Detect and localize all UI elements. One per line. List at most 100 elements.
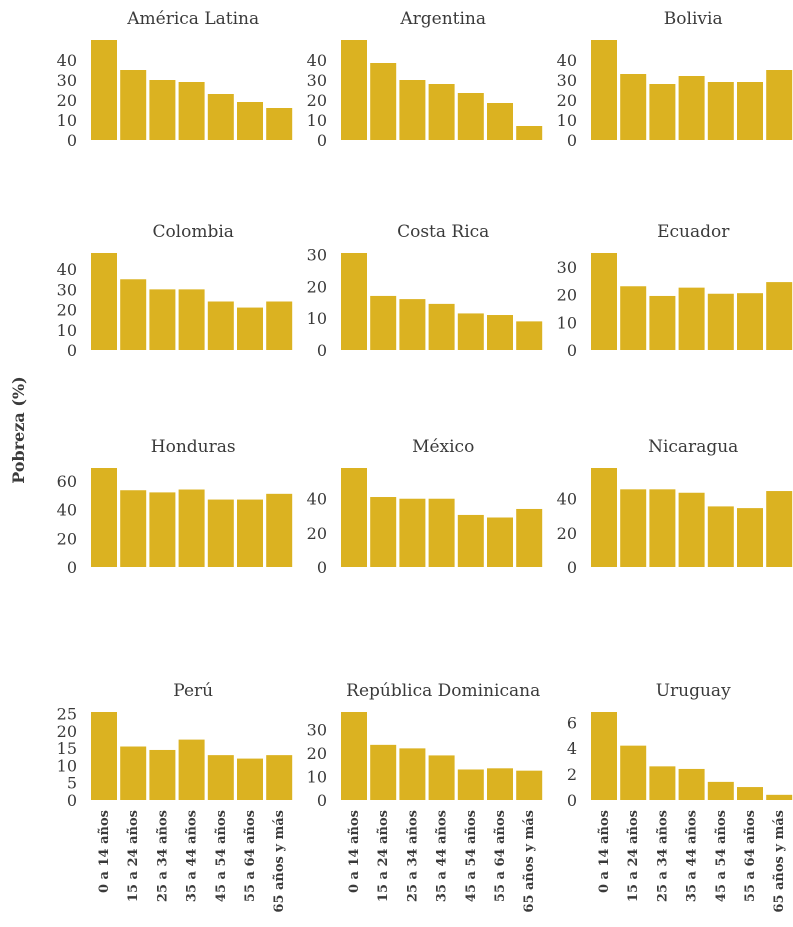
panel-title: República Dominicana (346, 681, 540, 701)
y-tick-label: 0 (317, 131, 327, 150)
panel-title: América Latina (126, 9, 259, 29)
bar (266, 494, 292, 567)
y-tick-label: 10 (307, 309, 327, 328)
bar (237, 308, 263, 350)
bar (649, 296, 675, 350)
bar (370, 745, 396, 800)
bar (679, 76, 705, 140)
bar (766, 491, 792, 567)
x-tick-label: 35 a 44 años (685, 810, 700, 902)
bar (487, 315, 513, 350)
y-tick-label: 10 (557, 111, 577, 130)
bar (91, 468, 117, 567)
bar (766, 795, 792, 800)
bar (237, 102, 263, 140)
y-tick-label: 15 (57, 739, 77, 758)
bar (179, 740, 205, 800)
y-tick-label: 10 (307, 111, 327, 130)
y-tick-label: 0 (67, 131, 77, 150)
x-tick-label: 45 a 54 años (714, 810, 729, 902)
bar (737, 82, 763, 140)
bar (91, 253, 117, 350)
bar (679, 769, 705, 800)
bar (341, 468, 367, 567)
x-tick-label: 55 a 64 años (743, 810, 758, 902)
bar (487, 103, 513, 140)
bar (737, 787, 763, 800)
bar (149, 492, 175, 567)
bar (458, 313, 484, 350)
y-tick-label: 20 (307, 524, 327, 543)
y-tick-label: 0 (567, 341, 577, 360)
panel-title: Ecuador (657, 222, 730, 242)
x-tick-label: 25 a 34 años (155, 810, 170, 902)
y-tick-label: 4 (567, 739, 577, 758)
y-tick-label: 0 (67, 791, 77, 810)
bar (179, 490, 205, 567)
bar (179, 82, 205, 140)
bar (591, 40, 617, 140)
y-tick-label: 0 (67, 558, 77, 577)
bar (591, 253, 617, 350)
bar (149, 289, 175, 350)
bar (149, 750, 175, 800)
bar (208, 94, 234, 140)
y-axis-label: Pobreza (%) (9, 376, 28, 483)
x-tick-label: 15 a 24 años (626, 810, 641, 902)
bar (620, 74, 646, 140)
y-tick-label: 20 (307, 91, 327, 110)
bar (487, 768, 513, 800)
bar (458, 515, 484, 567)
bar (649, 766, 675, 800)
bar (120, 747, 146, 800)
y-tick-label: 30 (557, 71, 577, 90)
y-tick-label: 10 (57, 321, 77, 340)
bar (516, 509, 542, 567)
bar (429, 84, 455, 140)
bar (516, 126, 542, 140)
bar (708, 506, 734, 567)
y-tick-label: 40 (57, 260, 77, 279)
bar (341, 40, 367, 140)
bar (91, 712, 117, 800)
y-tick-label: 0 (317, 341, 327, 360)
x-tick-label: 65 años y más (772, 810, 787, 913)
panel-title: Costa Rica (397, 222, 489, 242)
bar (737, 293, 763, 350)
bar (266, 302, 292, 351)
bar (370, 497, 396, 567)
bar (399, 499, 425, 567)
bar (341, 253, 367, 350)
y-tick-label: 20 (307, 277, 327, 296)
bar (708, 82, 734, 140)
bar (399, 299, 425, 350)
y-tick-label: 0 (317, 791, 327, 810)
bar (620, 746, 646, 800)
bar (149, 80, 175, 140)
bar (237, 759, 263, 800)
y-tick-label: 30 (557, 258, 577, 277)
y-tick-label: 20 (57, 301, 77, 320)
x-tick-label: 45 a 54 años (464, 810, 479, 902)
bar (620, 286, 646, 350)
panel-title: Honduras (151, 437, 236, 457)
bar (591, 468, 617, 567)
bar (487, 518, 513, 568)
bar (516, 771, 542, 800)
bar (208, 755, 234, 800)
bar (341, 712, 367, 800)
x-tick-label: 0 a 14 años (597, 810, 612, 893)
y-tick-label: 20 (57, 91, 77, 110)
bar (91, 40, 117, 140)
y-tick-label: 2 (567, 765, 577, 784)
bar (429, 304, 455, 350)
y-tick-label: 6 (567, 713, 577, 732)
bar (708, 782, 734, 800)
y-tick-label: 20 (557, 91, 577, 110)
bar (266, 108, 292, 140)
y-tick-label: 10 (57, 756, 77, 775)
bar (120, 490, 146, 567)
bar (458, 93, 484, 140)
bar (370, 296, 396, 350)
x-tick-label: 25 a 34 años (655, 810, 670, 902)
